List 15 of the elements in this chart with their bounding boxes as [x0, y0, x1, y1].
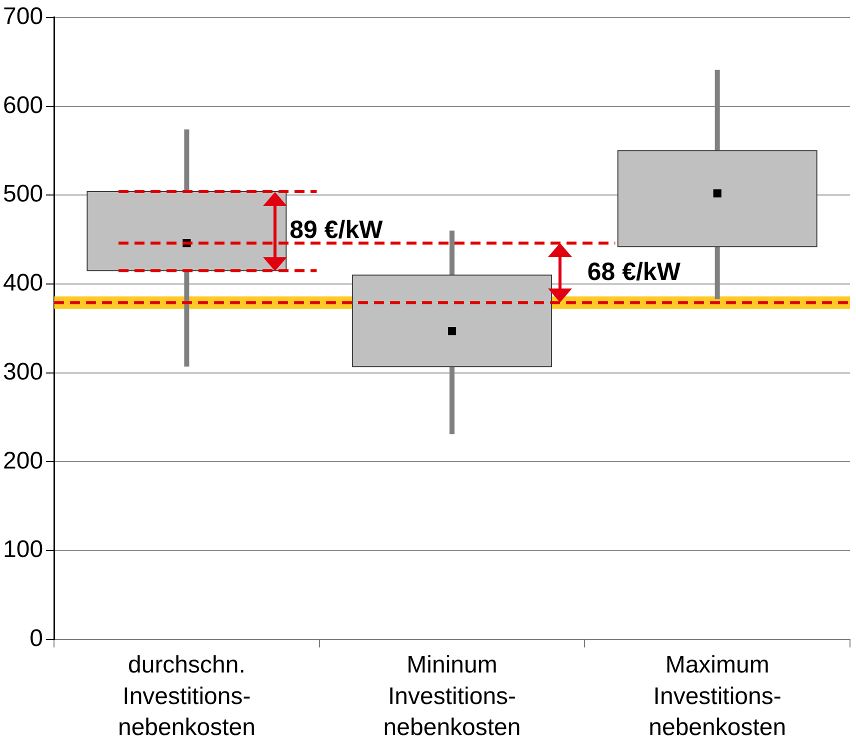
x-tick-label: Maximum Investitions- nebenkosten — [648, 652, 786, 742]
y-tick-label: 200 — [2, 447, 44, 474]
annotation: 89 €/kW — [290, 216, 384, 244]
y-tick-label: 100 — [2, 536, 44, 564]
point — [713, 189, 722, 198]
y-tick-label: 400 — [2, 270, 44, 297]
x-tick-label: durchschn. Investitions- nebenkosten — [118, 652, 256, 742]
y-tick-label: 300 — [2, 358, 44, 386]
y-tick-label: 0 — [30, 625, 44, 652]
y-tick-label: 500 — [2, 180, 44, 208]
y-tick-label: 600 — [2, 92, 44, 119]
y-tick-label: 700 — [2, 3, 44, 30]
annotation: 68 €/kW — [587, 258, 681, 286]
point — [448, 327, 456, 336]
x-tick-label: Mininum Investitions- nebenkosten — [383, 652, 521, 742]
